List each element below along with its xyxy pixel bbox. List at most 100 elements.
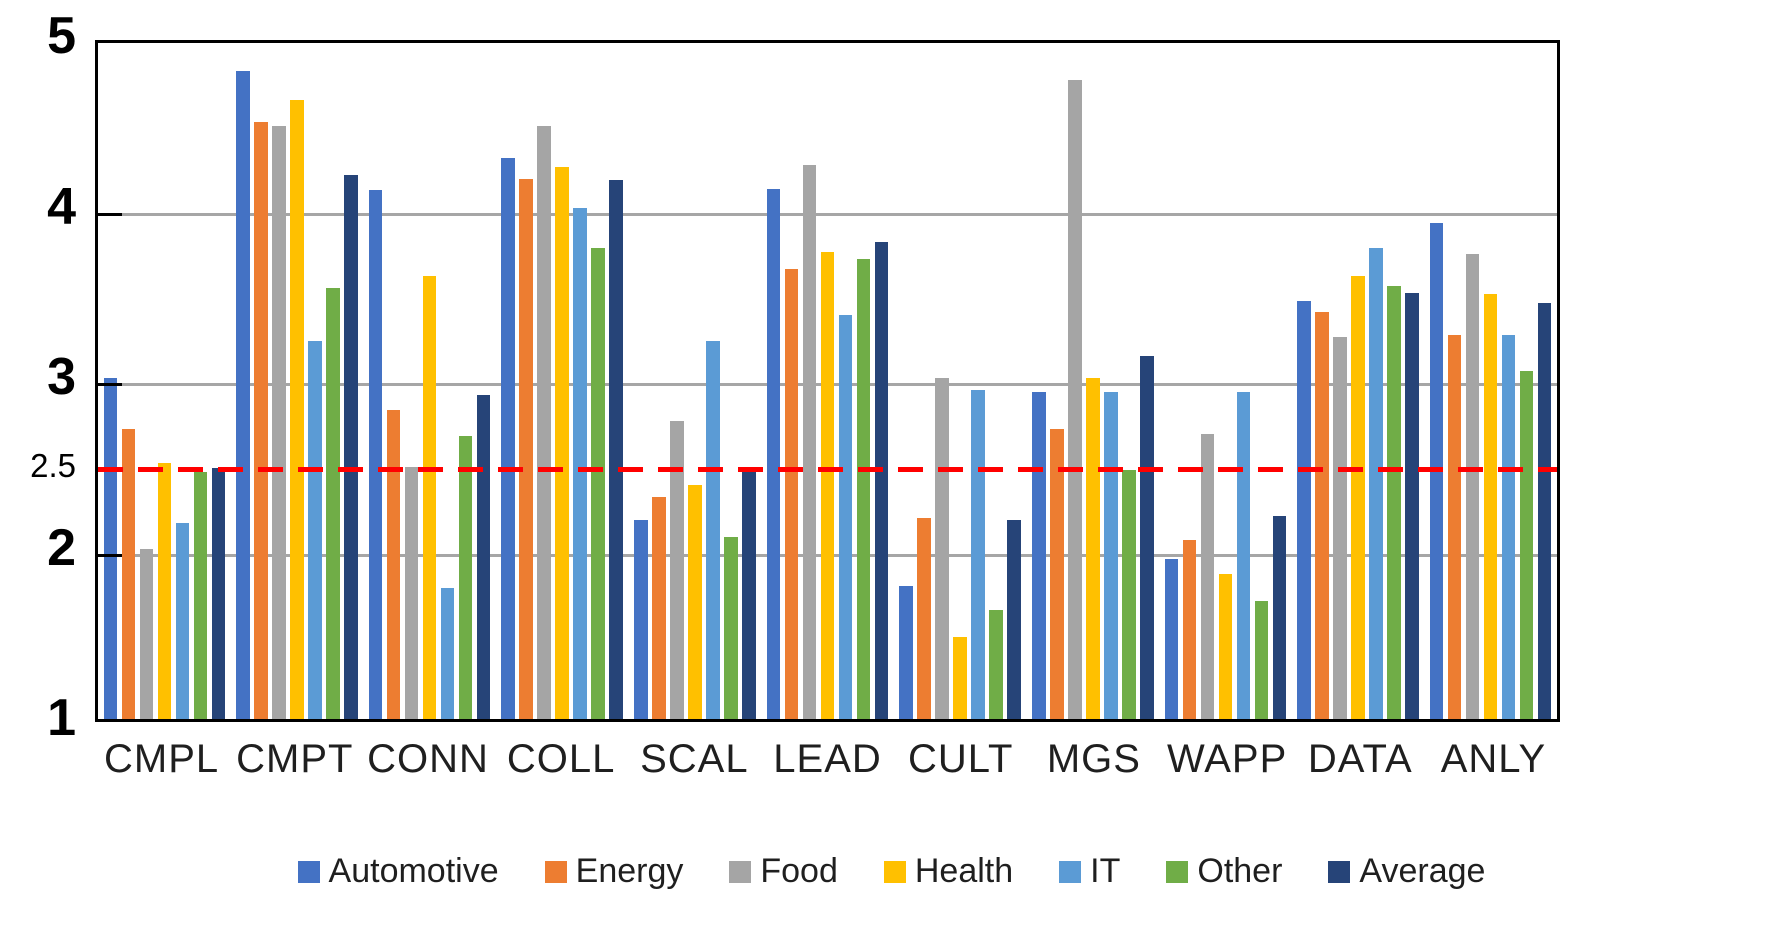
bar-health-cmpl xyxy=(157,463,172,719)
bar-health-scal xyxy=(688,485,702,719)
plot-area xyxy=(95,40,1560,722)
bar-it-wapp xyxy=(1236,391,1251,719)
x-axis-label-coll: COLL xyxy=(506,737,616,781)
bar-group-mgs xyxy=(1026,43,1159,719)
bar-it-cult xyxy=(971,389,985,719)
x-axis-label-lead: LEAD xyxy=(773,737,882,781)
legend-swatch-automotive xyxy=(297,860,320,883)
y-axis-label-2.5: 2.5 xyxy=(30,446,76,484)
bar-average-mgs xyxy=(1140,355,1154,719)
bar-energy-conn xyxy=(386,410,401,719)
bar-food-data xyxy=(1333,337,1347,719)
bar-other-lead xyxy=(856,258,871,719)
bar-average-scal xyxy=(742,466,756,719)
bar-average-conn xyxy=(476,395,491,719)
legend-label-health: Health xyxy=(914,852,1014,890)
bar-energy-coll xyxy=(519,178,533,719)
bar-energy-cmpt xyxy=(254,122,268,719)
y-axis-label-1: 1 xyxy=(47,689,76,747)
bar-average-wapp xyxy=(1272,516,1287,719)
bar-food-conn xyxy=(404,466,419,719)
bar-automotive-cmpt xyxy=(236,71,250,719)
bar-other-scal xyxy=(724,536,738,719)
bar-average-coll xyxy=(609,180,623,719)
bar-automotive-cult xyxy=(899,586,913,719)
bar-health-data xyxy=(1351,275,1365,719)
bar-other-data xyxy=(1387,285,1401,719)
bar-health-conn xyxy=(422,275,437,719)
bar-group-cmpl xyxy=(98,43,231,719)
x-axis-label-cult: CULT xyxy=(907,737,1014,781)
bar-health-lead xyxy=(820,251,835,719)
bar-average-data xyxy=(1405,292,1419,719)
bar-it-mgs xyxy=(1104,391,1118,719)
bar-automotive-cmpl xyxy=(103,378,118,719)
legend-swatch-other xyxy=(1166,860,1189,883)
bar-average-cmpl xyxy=(211,468,226,719)
bar-food-scal xyxy=(670,420,684,719)
bar-automotive-lead xyxy=(766,188,781,719)
x-axis-label-cmpl: CMPL xyxy=(104,737,220,781)
legend-label-energy: Energy xyxy=(575,852,684,890)
bar-automotive-wapp xyxy=(1164,558,1179,719)
bar-energy-lead xyxy=(784,268,799,719)
bar-automotive-scal xyxy=(634,519,648,719)
bar-health-mgs xyxy=(1086,378,1100,719)
bar-average-anly xyxy=(1537,302,1552,719)
legend-label-automotive: Automotive xyxy=(328,852,499,890)
bar-average-cult xyxy=(1007,519,1021,719)
bar-energy-wapp xyxy=(1182,539,1197,719)
legend-item-food: Food xyxy=(729,852,838,891)
bar-energy-data xyxy=(1315,311,1329,719)
legend-swatch-food xyxy=(729,860,752,883)
legend-item-health: Health xyxy=(883,852,1014,891)
bar-food-cmpt xyxy=(272,125,286,719)
bar-group-scal xyxy=(629,43,762,719)
bar-group-conn xyxy=(363,43,496,719)
y-axis-label-4: 4 xyxy=(47,177,76,236)
bar-automotive-mgs xyxy=(1032,391,1046,719)
bar-health-anly xyxy=(1483,294,1498,719)
x-axis-label-mgs: MGS xyxy=(1046,737,1141,781)
legend-label-other: Other xyxy=(1197,852,1283,890)
bar-other-cult xyxy=(989,609,1003,719)
bar-it-conn xyxy=(440,587,455,719)
bar-it-anly xyxy=(1501,335,1516,719)
bar-health-coll xyxy=(555,166,569,719)
legend-item-other: Other xyxy=(1166,852,1282,891)
legend-label-food: Food xyxy=(760,852,838,890)
bar-food-wapp xyxy=(1200,434,1215,719)
bar-food-mgs xyxy=(1068,79,1082,719)
legend-swatch-it xyxy=(1059,860,1082,883)
bar-it-cmpt xyxy=(308,340,322,719)
y-axis-label-3: 3 xyxy=(47,348,76,406)
bar-food-coll xyxy=(537,125,551,719)
bar-groups xyxy=(98,43,1557,719)
bar-it-cmpl xyxy=(175,522,190,719)
bar-automotive-data xyxy=(1297,301,1311,719)
legend-item-it: IT xyxy=(1059,852,1120,891)
axis-tick-2 xyxy=(98,553,122,557)
legend-item-energy: Energy xyxy=(544,852,684,891)
bar-automotive-coll xyxy=(501,158,515,719)
legend-swatch-energy xyxy=(544,860,567,883)
bar-food-cmpl xyxy=(139,548,154,719)
bar-group-cmpt xyxy=(231,43,364,719)
legend-swatch-average xyxy=(1328,860,1351,883)
y-axis-label-2: 2 xyxy=(47,518,76,577)
y-axis-label-5: 5 xyxy=(47,7,76,65)
x-axis-labels: CMPL CMPT CONN COLL SCAL LEAD CULT MGS WAPP DATA A… xyxy=(95,737,1560,782)
gridline-4 xyxy=(98,212,1557,216)
bar-other-anly xyxy=(1519,371,1534,719)
bar-health-wapp xyxy=(1218,574,1233,719)
x-axis-label-data: DATA xyxy=(1307,737,1413,781)
bar-health-cult xyxy=(953,637,967,719)
bar-other-coll xyxy=(591,248,605,719)
x-axis-label-wapp: WAPP xyxy=(1166,737,1288,781)
x-axis-label-anly: ANLY xyxy=(1440,737,1547,781)
legend-item-automotive: Automotive xyxy=(297,852,499,891)
bar-other-wapp xyxy=(1254,601,1269,719)
legend-item-average: Average xyxy=(1328,852,1485,891)
bar-food-anly xyxy=(1465,253,1480,719)
axis-tick-3 xyxy=(98,383,122,386)
